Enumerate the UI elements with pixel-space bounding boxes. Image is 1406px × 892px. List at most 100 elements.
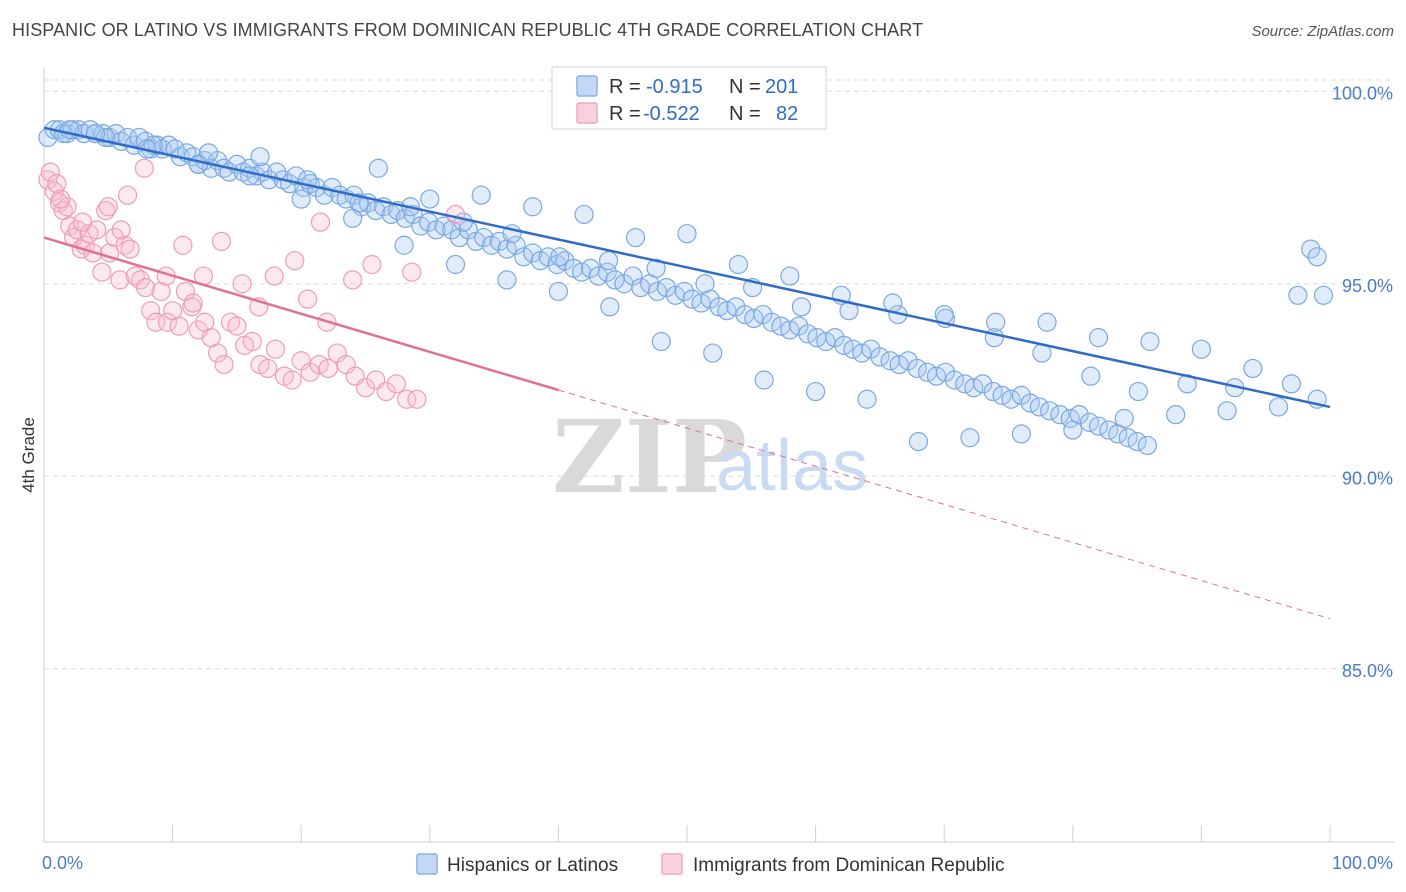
data-point-hispanic bbox=[1191, 339, 1212, 359]
data-point-hispanic bbox=[1001, 389, 1021, 409]
watermark-zip: ZIP bbox=[552, 398, 747, 516]
data-point-hispanic bbox=[973, 374, 993, 394]
data-point-hispanic bbox=[1127, 432, 1147, 452]
data-point-dominican bbox=[208, 343, 228, 363]
data-point-dominican bbox=[355, 378, 376, 398]
data-point-dominican bbox=[214, 355, 234, 375]
data-point-hispanic bbox=[908, 432, 929, 452]
data-point-dominican bbox=[173, 235, 193, 255]
data-point-hispanic bbox=[394, 235, 414, 255]
bottom-legend: Hispanics or Latinos Immigrants from Dom… bbox=[416, 853, 1005, 876]
data-point-hispanic bbox=[1040, 401, 1060, 421]
data-point-dominican bbox=[110, 270, 130, 290]
data-point-hispanic bbox=[728, 254, 749, 275]
data-point-dominican bbox=[376, 381, 396, 402]
data-point-hispanic bbox=[418, 212, 439, 232]
legend-n-value-1: 201 bbox=[765, 76, 798, 98]
trend-line-hispanic bbox=[43, 126, 1331, 409]
data-point-hispanic bbox=[1128, 381, 1148, 402]
data-point-hispanic bbox=[240, 166, 260, 186]
data-point-dominican bbox=[44, 181, 64, 201]
data-point-hispanic bbox=[506, 235, 526, 255]
data-point-dominican bbox=[75, 235, 95, 255]
data-point-dominican bbox=[98, 197, 118, 217]
x-tick-label-min: 0.0% bbox=[42, 853, 83, 873]
data-point-hispanic bbox=[550, 247, 570, 267]
data-point-hispanic bbox=[1288, 285, 1308, 305]
data-point-dominican bbox=[135, 278, 156, 298]
data-point-hispanic bbox=[574, 204, 594, 225]
trend-line-dominican bbox=[43, 236, 559, 392]
data-point-hispanic bbox=[474, 227, 494, 248]
data-point-dominican bbox=[146, 312, 166, 332]
data-point-dominican bbox=[120, 239, 140, 259]
data-point-hispanic bbox=[1037, 312, 1057, 332]
data-point-hispanic bbox=[1011, 424, 1031, 444]
data-point-dominican bbox=[141, 301, 161, 321]
bottom-legend-swatch-blue bbox=[416, 853, 438, 875]
data-point-hispanic bbox=[944, 370, 965, 390]
data-point-hispanic bbox=[1268, 397, 1289, 417]
data-point-dominican bbox=[265, 339, 286, 359]
data-point-hispanic bbox=[1088, 416, 1109, 436]
legend-n-value-2: 82 bbox=[776, 103, 798, 125]
data-point-dominican bbox=[362, 254, 382, 275]
legend-r-label-2: R = bbox=[609, 103, 641, 125]
data-point-hispanic bbox=[1166, 405, 1186, 425]
data-point-hispanic bbox=[188, 154, 208, 174]
data-point-dominican bbox=[157, 312, 178, 332]
data-point-dominican bbox=[151, 281, 171, 302]
bottom-legend-label-2: Immigrants from Dominican Republic bbox=[693, 855, 1005, 876]
data-point-hispanic bbox=[1050, 405, 1070, 425]
data-point-dominican bbox=[318, 358, 338, 379]
data-point-dominican bbox=[397, 389, 417, 409]
source-label: Source: ZipAtlas.com bbox=[1251, 23, 1394, 40]
y-axis-label: 4th Grade bbox=[19, 417, 38, 493]
data-point-dominican bbox=[92, 262, 112, 282]
data-point-dominican bbox=[282, 370, 302, 390]
data-point-hispanic bbox=[1137, 435, 1157, 456]
y-tick-label: 100.0% bbox=[1332, 83, 1393, 103]
top-legend: R = -0.915 N = 201 R = -0.522 N = 82 bbox=[551, 66, 827, 130]
x-tick-label-max: 100.0% bbox=[1332, 853, 1393, 873]
data-point-hispanic bbox=[420, 189, 440, 209]
data-point-hispanic bbox=[497, 270, 517, 290]
legend-n-label-2: N = bbox=[729, 103, 761, 125]
data-point-hispanic bbox=[986, 312, 1006, 332]
data-point-hispanic bbox=[695, 274, 715, 294]
legend-r-value-2: -0.522 bbox=[643, 103, 700, 125]
y-tick-label: 85.0% bbox=[1342, 661, 1393, 681]
data-point-dominican bbox=[386, 374, 406, 394]
data-point-hispanic bbox=[523, 197, 543, 217]
data-point-dominican bbox=[57, 197, 77, 217]
data-point-hispanic bbox=[651, 331, 671, 352]
data-point-hispanic bbox=[857, 389, 877, 409]
data-point-dominican bbox=[407, 389, 427, 409]
data-point-hispanic bbox=[646, 258, 666, 278]
data-point-hispanic bbox=[548, 281, 569, 302]
y-tick-label: 90.0% bbox=[1342, 468, 1393, 488]
data-point-dominican bbox=[169, 316, 189, 336]
legend-swatch-pink bbox=[576, 102, 598, 124]
data-point-hispanic bbox=[1313, 285, 1334, 305]
data-point-hispanic bbox=[1088, 328, 1109, 348]
data-point-hispanic bbox=[442, 220, 462, 240]
data-point-hispanic bbox=[703, 343, 723, 363]
data-point-hispanic bbox=[754, 370, 774, 390]
data-point-dominican bbox=[40, 162, 61, 182]
data-point-dominican bbox=[51, 189, 71, 209]
data-point-hispanic bbox=[1281, 374, 1302, 394]
data-point-dominican bbox=[258, 358, 278, 379]
data-point-hispanic bbox=[368, 158, 388, 178]
legend-swatch-blue bbox=[576, 75, 598, 97]
data-point-dominican bbox=[183, 293, 203, 313]
trend-lines bbox=[43, 126, 1331, 620]
data-point-dominican bbox=[242, 331, 262, 352]
bottom-legend-label-1: Hispanics or Latinos bbox=[447, 855, 618, 876]
y-tick-label: 95.0% bbox=[1342, 276, 1393, 296]
data-point-hispanic bbox=[523, 243, 543, 263]
data-point-hispanic bbox=[343, 208, 363, 228]
data-point-dominican bbox=[310, 212, 331, 232]
data-point-hispanic bbox=[805, 381, 826, 402]
